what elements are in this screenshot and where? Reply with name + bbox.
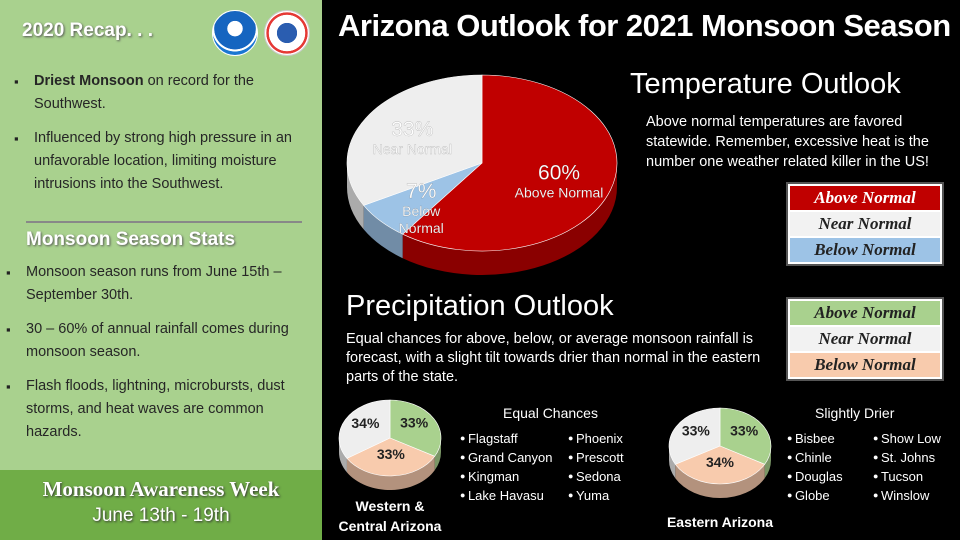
pie-slice-side bbox=[346, 456, 435, 490]
stats-title: Monsoon Season Stats bbox=[26, 229, 236, 250]
western-central-pie-chart: 33% 33% 34% bbox=[338, 399, 442, 490]
city-item: Sedona bbox=[568, 467, 624, 486]
region-label-east: Eastern Arizona bbox=[666, 514, 774, 530]
city-item: Tucson bbox=[873, 467, 941, 486]
pie-slice bbox=[338, 399, 391, 459]
west-subhead: Equal Chances bbox=[503, 405, 598, 421]
legend-near-normal: Near Normal bbox=[790, 212, 940, 236]
pie-slice bbox=[674, 445, 766, 485]
east-cities-col1: Bisbee Chinle Douglas Globe bbox=[787, 429, 843, 505]
region-name-line: Western & bbox=[355, 498, 425, 514]
east-subhead: Slightly Drier bbox=[815, 405, 895, 421]
pie-slice-side bbox=[434, 438, 441, 471]
precipitation-legend: Above Normal Near Normal Below Normal bbox=[786, 297, 944, 381]
city-item: Chinle bbox=[787, 448, 843, 467]
pie-category-label: Above Normal bbox=[515, 184, 604, 200]
temperature-description: Above normal temperatures are favored st… bbox=[646, 114, 929, 170]
eastern-pie-chart: 33% 34% 33% bbox=[668, 407, 772, 498]
city-item: Kingman bbox=[460, 467, 553, 486]
region-name-line: Central Arizona bbox=[338, 518, 442, 534]
pie-category-label: Normal bbox=[399, 220, 444, 236]
pie-category-label: Near Normal bbox=[373, 141, 452, 157]
pie-slice-side bbox=[402, 163, 617, 275]
awareness-title: Monsoon Awareness Week bbox=[42, 477, 280, 501]
pie-pct-label: 33% bbox=[391, 118, 433, 141]
pie-pct-label: 33% bbox=[730, 422, 759, 438]
recap-bullet: Influenced by strong high pressure in an… bbox=[14, 127, 309, 196]
city-item: Bisbee bbox=[787, 429, 843, 448]
pie-slice bbox=[346, 437, 436, 477]
legend-near-normal: Near Normal bbox=[790, 327, 940, 351]
pie-slice bbox=[346, 74, 483, 206]
city-item: Prescott bbox=[568, 448, 624, 467]
pie-pct-label: 34% bbox=[706, 454, 735, 470]
pie-slice-side bbox=[764, 446, 771, 479]
pie-pct-label: 34% bbox=[351, 415, 380, 431]
city-item: Winslow bbox=[873, 486, 941, 505]
pie-slice-side bbox=[363, 205, 403, 259]
pie-pct-label: 60% bbox=[538, 161, 580, 184]
pie-pct-label: 33% bbox=[377, 446, 406, 462]
pie-slice bbox=[389, 399, 442, 457]
city-item: Show Low bbox=[873, 429, 941, 448]
precipitation-title: Precipitation Outlook bbox=[346, 290, 614, 322]
temperature-legend: Above Normal Near Normal Below Normal bbox=[786, 182, 944, 266]
page-title: Arizona Outlook for 2021 Monsoon Season bbox=[338, 8, 951, 43]
pie-slice bbox=[668, 407, 721, 465]
recap-title: 2020 Recap. . . bbox=[22, 20, 153, 41]
west-cities-col1: Flagstaff Grand Canyon Kingman Lake Hava… bbox=[460, 429, 553, 505]
city-item: Phoenix bbox=[568, 429, 624, 448]
city-item: Yuma bbox=[568, 486, 624, 505]
stats-bullet: 30 – 60% of annual rainfall comes during… bbox=[6, 318, 311, 364]
nws-logo bbox=[264, 10, 310, 56]
city-item: St. Johns bbox=[873, 448, 941, 467]
pie-slice-side bbox=[675, 464, 765, 498]
recap-bullet-text: on record for the Southwest. bbox=[34, 73, 254, 112]
stats-list: Monsoon season runs from June 15th – Sep… bbox=[6, 261, 311, 455]
region-label-west: Western & Central Arizona bbox=[330, 496, 450, 536]
city-item: Flagstaff bbox=[460, 429, 553, 448]
pie-slice-side bbox=[669, 446, 676, 479]
pie-slice-side bbox=[339, 438, 347, 473]
pie-category-label: Below bbox=[402, 203, 441, 219]
divider bbox=[26, 221, 302, 223]
recap-bullet: Driest Monsoon on record for the Southwe… bbox=[14, 70, 309, 116]
recap-list: Driest Monsoon on record for the Southwe… bbox=[14, 70, 309, 207]
pie-pct-label: 7% bbox=[406, 180, 436, 203]
legend-below-normal: Below Normal bbox=[790, 353, 940, 377]
pie-pct-label: 33% bbox=[400, 414, 429, 430]
city-item: Lake Havasu bbox=[460, 486, 553, 505]
awareness-dates: June 13th - 19th bbox=[92, 505, 230, 526]
stats-bullet: Monsoon season runs from June 15th – Sep… bbox=[6, 261, 311, 307]
legend-below-normal: Below Normal bbox=[790, 238, 940, 262]
east-cities-col2: Show Low St. Johns Tucson Winslow bbox=[873, 429, 941, 505]
stats-bullet: Flash floods, lightning, microbursts, du… bbox=[6, 375, 311, 444]
city-item: Grand Canyon bbox=[460, 448, 553, 467]
legend-above-normal: Above Normal bbox=[790, 186, 940, 210]
pie-pct-label: 33% bbox=[682, 422, 711, 438]
city-item: Douglas bbox=[787, 467, 843, 486]
noaa-logo bbox=[212, 10, 258, 56]
recap-bullet-bold: Driest Monsoon bbox=[34, 73, 144, 89]
legend-above-normal: Above Normal bbox=[790, 301, 940, 325]
pie-slice-side bbox=[347, 163, 364, 230]
pie-slice bbox=[402, 74, 618, 252]
city-item: Globe bbox=[787, 486, 843, 505]
temperature-title: Temperature Outlook bbox=[630, 68, 901, 100]
awareness-banner bbox=[0, 470, 322, 540]
pie-slice bbox=[719, 407, 772, 465]
precipitation-description: Equal chances for above, below, or avera… bbox=[346, 331, 761, 385]
west-cities-col2: Phoenix Prescott Sedona Yuma bbox=[568, 429, 624, 505]
recap-bullet-text: Influenced by strong high pressure in an… bbox=[34, 130, 292, 192]
